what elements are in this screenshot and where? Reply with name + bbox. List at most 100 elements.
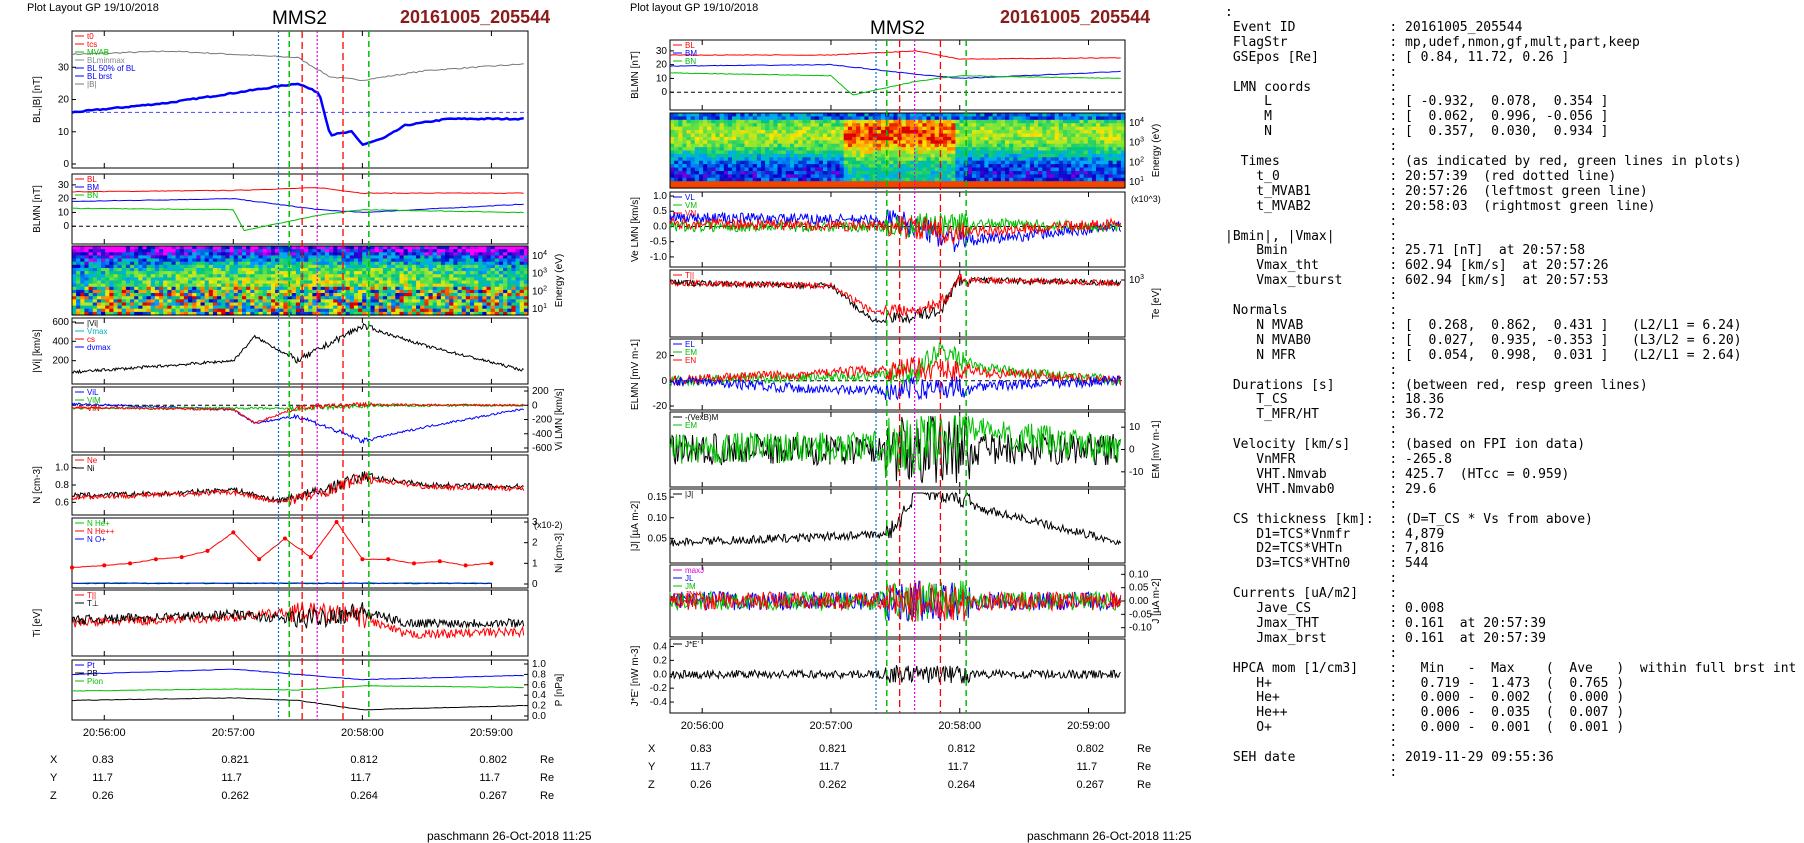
spectrogram-cell [939, 161, 944, 165]
spectrogram-cell [889, 181, 894, 185]
spectrogram-cell [491, 249, 496, 253]
spectrogram-cell [491, 259, 496, 263]
spectrogram-cell [283, 259, 288, 263]
spectrogram-cell [296, 293, 301, 297]
spectrogram-cell [72, 265, 77, 269]
spectrogram-cell [279, 284, 284, 288]
spectrogram-cell [196, 249, 201, 253]
spectrogram-cell [943, 168, 948, 172]
spectrogram-cell [143, 274, 148, 278]
spectrogram-cell [296, 265, 301, 269]
spectrogram-cell [511, 274, 516, 278]
spectrogram-cell [371, 249, 376, 253]
spectrogram-cell [250, 309, 255, 313]
spectrogram-cell [711, 154, 716, 158]
y-tick-label: 10 [58, 207, 70, 218]
spectrogram-cell [844, 130, 849, 134]
spectrogram-cell [495, 259, 500, 263]
y-tick-label: 0.4 [532, 690, 546, 701]
spectrogram-cell [172, 259, 177, 263]
spectrogram-cell [976, 161, 981, 165]
spectrogram-cell [105, 259, 110, 263]
spectrogram-cell [1026, 181, 1031, 185]
spectrogram-cell [1075, 174, 1080, 178]
spectrogram-cell [943, 137, 948, 141]
y-tick-label: 20 [58, 194, 70, 205]
spectrogram-cell [101, 309, 106, 313]
spectrogram-cell [470, 274, 475, 278]
spectrogram-cell [337, 265, 342, 269]
spectrogram-cell [84, 293, 89, 297]
spectrogram-cell [416, 299, 421, 303]
spectrogram-cell [126, 284, 131, 288]
series-line-pt [72, 669, 524, 680]
spectrogram-cell [354, 293, 359, 297]
spectrogram-cell [487, 265, 492, 269]
spectrogram-cell [209, 259, 214, 263]
spectrogram-cell [827, 154, 832, 158]
spectrogram-cell [922, 154, 927, 158]
spectrogram-cell [516, 249, 521, 253]
spectrogram-cell [1051, 168, 1056, 172]
spectrogram-cell [304, 309, 309, 313]
spectrogram-cell [474, 284, 479, 288]
spectrogram-cell [951, 130, 956, 134]
spectrogram-cell [176, 265, 181, 269]
spectrogram-cell [242, 293, 247, 297]
spectrogram-cell [736, 168, 741, 172]
spectrogram-cell [827, 181, 832, 185]
spectrogram-cell [1022, 137, 1027, 141]
spectrogram-cell [242, 274, 247, 278]
spectrogram-cell [1075, 168, 1080, 172]
spectrogram-cell [922, 168, 927, 172]
spectrogram-cell [1088, 161, 1093, 165]
spectrogram-cell [507, 284, 512, 288]
spectrogram-cell [1075, 144, 1080, 148]
spectrogram-cell [118, 249, 123, 253]
spectrogram-cell [416, 265, 421, 269]
spectrogram-cell [499, 299, 504, 303]
spectrogram-cell [840, 130, 845, 134]
spectrogram-cell [852, 130, 857, 134]
spectrogram-cell [449, 299, 454, 303]
spectrogram-cell [474, 293, 479, 297]
spectrogram-cell [807, 161, 812, 165]
spectrogram-cell [238, 284, 243, 288]
spectrogram-cell [230, 265, 235, 269]
spectrogram-cell [350, 293, 355, 297]
spectrogram-cell [391, 284, 396, 288]
spectrogram-cell [449, 274, 454, 278]
spectrogram-cell [362, 309, 367, 313]
spectrogram-cell [184, 274, 189, 278]
spectrogram-cell [271, 309, 276, 313]
spectrogram-cell [275, 309, 280, 313]
spectrogram-cell [516, 259, 521, 263]
spectrogram-cell [201, 274, 206, 278]
spectrogram-cell [134, 274, 139, 278]
spectrogram-cell [902, 161, 907, 165]
spectrogram-cell [404, 249, 409, 253]
spectrogram-cell [114, 259, 119, 263]
spectrogram-cell [383, 259, 388, 263]
spectrogram-cell [482, 293, 487, 297]
spectrogram-cell [943, 144, 948, 148]
spectrogram-cell [283, 309, 288, 313]
spectrogram-cell [482, 259, 487, 263]
spectrogram-cell [869, 144, 874, 148]
spectrogram-cell [433, 249, 438, 253]
spectrogram-cell [213, 265, 218, 269]
y-tick-label: 1.0 [55, 463, 69, 474]
spectrogram-cell [997, 181, 1002, 185]
spectrogram-cell [93, 274, 98, 278]
spectrogram-cell [167, 284, 172, 288]
spectrogram-cell [383, 284, 388, 288]
spectrogram-cell [873, 161, 878, 165]
spectrogram-cell [980, 161, 985, 165]
spectrogram-cell [935, 168, 940, 172]
spectrogram-cell [279, 293, 284, 297]
spectrogram-cell [167, 274, 172, 278]
spectrogram-cell [699, 154, 704, 158]
spectrogram-cell [695, 130, 700, 134]
spectrogram-cell [1046, 174, 1051, 178]
spectrogram-cell [827, 168, 832, 172]
